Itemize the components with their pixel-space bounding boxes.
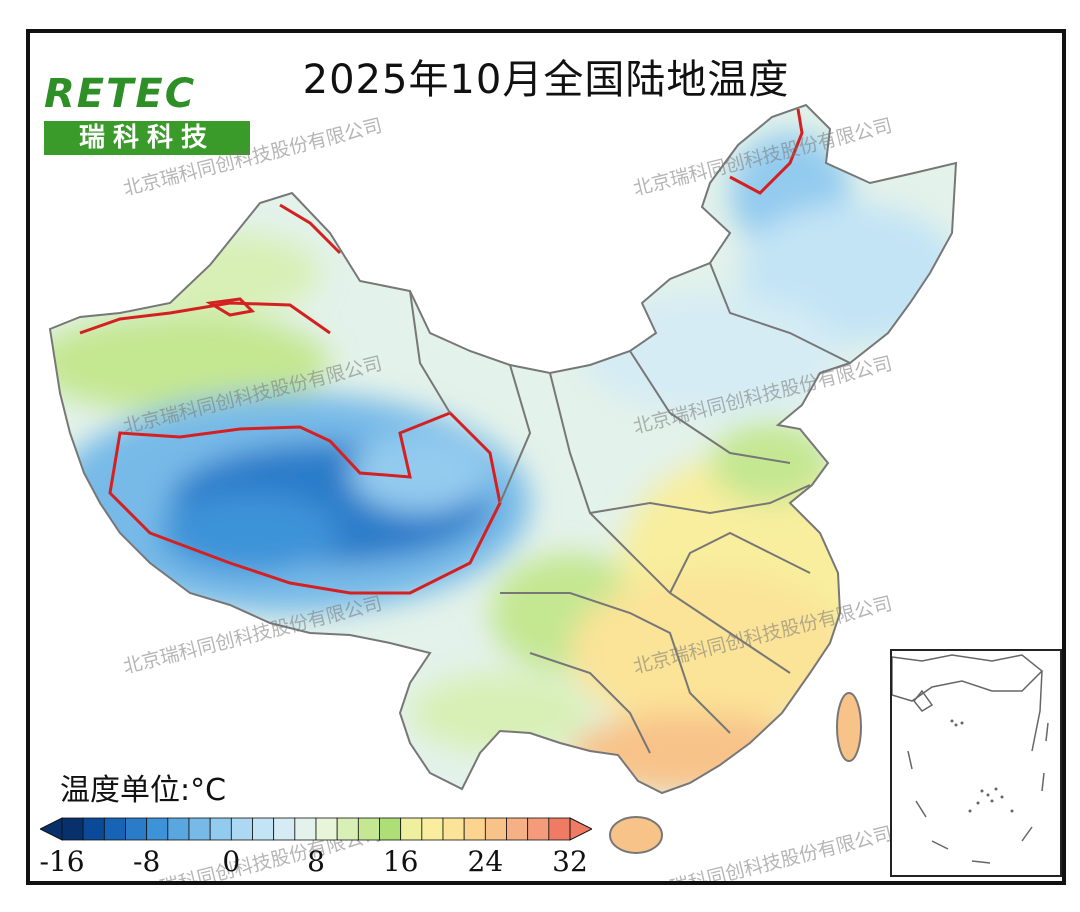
map-frame: RETEC 瑞科科技 2025年10月全国陆地温度 北京瑞科同创科技股份有限公司… <box>26 29 1066 885</box>
color-bar-segment <box>442 817 465 841</box>
logo-wordmark: RETEC <box>44 71 197 117</box>
color-bar-segment <box>188 817 211 841</box>
color-bar-min-arrow <box>40 817 63 841</box>
logo-chinese-name: 瑞科科技 <box>44 121 250 155</box>
tick-label: 8 <box>307 845 325 878</box>
legend-title: 温度单位:°C <box>60 773 227 808</box>
color-bar-segment <box>103 817 126 841</box>
retec-logo: RETEC 瑞科科技 <box>44 73 250 157</box>
color-bar-segment <box>125 817 148 841</box>
color-bar-segment <box>527 817 550 841</box>
color-bar-segment <box>146 817 169 841</box>
color-bar-segment <box>336 817 359 841</box>
color-bar-segment <box>209 817 232 841</box>
color-bar-segment <box>273 817 296 841</box>
color-bar-segment <box>463 817 486 841</box>
color-bar-max-arrow <box>569 817 592 841</box>
color-bar-segment <box>548 817 571 841</box>
tick-label: 32 <box>552 845 588 878</box>
color-bar-segment <box>230 817 253 841</box>
color-bar-segment <box>400 817 423 841</box>
color-bar-segment <box>315 817 338 841</box>
color-bar-segment <box>484 817 507 841</box>
color-bar-ticks: -16 -8 0 8 16 24 32 <box>30 845 630 881</box>
tick-label: -8 <box>133 845 161 878</box>
color-bar-segment <box>167 817 190 841</box>
tick-label: -16 <box>39 845 85 878</box>
color-bar-segment <box>252 817 275 841</box>
color-bar-segment <box>379 817 402 841</box>
color-bar <box>40 817 592 841</box>
color-bar-segment <box>506 817 529 841</box>
south-china-sea-inset <box>890 649 1062 877</box>
map-title: 2025年10月全国陆地温度 <box>302 57 790 103</box>
color-bar-segment <box>294 817 317 841</box>
inset-map <box>891 654 1049 864</box>
temperature-map <box>49 104 957 854</box>
tick-label: 16 <box>382 845 419 878</box>
color-bar-segment <box>61 817 84 841</box>
color-bar-segment <box>357 817 380 841</box>
color-bar-segment <box>421 817 444 841</box>
tick-label: 0 <box>222 845 241 878</box>
tick-label: 24 <box>467 845 504 878</box>
color-bar-segment <box>82 817 105 841</box>
